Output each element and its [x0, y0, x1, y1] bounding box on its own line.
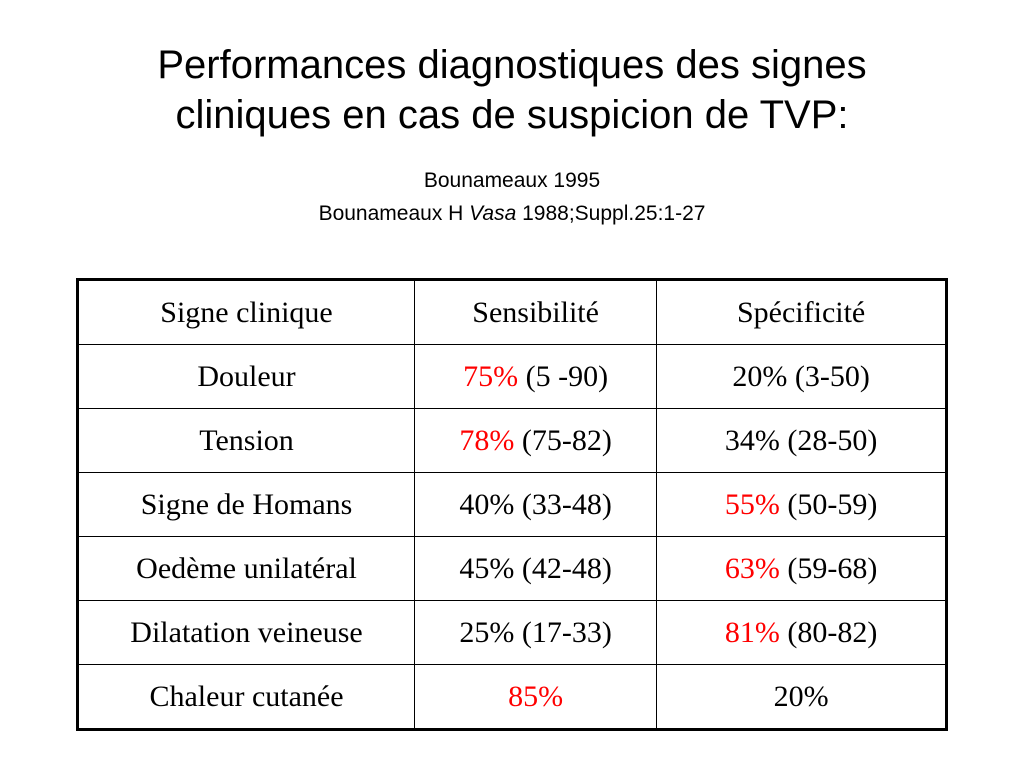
table-body: Douleur 75% (5 -90) 20% (3-50) Tension 78% (…: [76, 344, 947, 730]
sensitivity-range: (33-48): [521, 487, 612, 521]
title-line-2: cliniques en cas de suspicion de TVP:: [175, 93, 849, 137]
cell-sign: Chaleur cutanée: [76, 664, 416, 730]
cell-sensitivity: 85%: [414, 664, 658, 730]
specificity-range: (59-68): [787, 551, 878, 585]
specificity-value: 20%: [773, 679, 829, 713]
sensitivity-value: 40%: [459, 487, 515, 521]
table-row: Dilatation veineuse 25% (17-33) 81% (80-82…: [76, 600, 947, 665]
specificity-range: (50-59): [787, 487, 878, 521]
specificity-range: (3-50): [794, 359, 870, 393]
table-row: Tension 78% (75-82) 34% (28-50): [76, 408, 947, 473]
sensitivity-range: (5 -90): [525, 359, 609, 393]
source-ref: 1988;Suppl.25:1-27: [522, 202, 706, 225]
sensitivity-value: 78%: [459, 423, 515, 457]
cell-sign: Oedème unilatéral: [76, 536, 416, 601]
sensitivity-range: (17-33): [521, 615, 612, 649]
header-sign: Signe clinique: [76, 279, 416, 345]
source-line-2: Bounameaux H Vasa 1988;Suppl.25:1-27: [0, 197, 1024, 230]
specificity-value: 20%: [732, 359, 788, 393]
sensitivity-value: 75%: [463, 359, 519, 393]
sensitivity-range: (75-82): [521, 423, 612, 457]
source-line-1: Bounameaux 1995: [423, 169, 601, 192]
cell-sensitivity: 40% (33-48): [414, 472, 658, 537]
specificity-value: 55%: [724, 487, 780, 521]
cell-sign: Dilatation veineuse: [76, 600, 416, 665]
source-journal: Vasa: [469, 202, 517, 225]
diagnostic-table: Signe clinique Sensibilité Spécificité D…: [76, 278, 948, 731]
cell-sensitivity: 75% (5 -90): [414, 344, 658, 409]
table-row: Chaleur cutanée 85% 20%: [76, 664, 947, 730]
cell-sign: Tension: [76, 408, 416, 473]
cell-specificity: 55% (50-59): [656, 472, 947, 537]
sensitivity-range: (42-48): [521, 551, 612, 585]
header-sensitivity: Sensibilité: [414, 279, 658, 345]
header-specificity: Spécificité: [656, 279, 947, 345]
table-row: Douleur 75% (5 -90) 20% (3-50): [76, 344, 947, 409]
title-line-1: Performances diagnostiques des signes: [157, 43, 867, 87]
cell-specificity: 81% (80-82): [656, 600, 947, 665]
source-author: Bounameaux H: [318, 202, 464, 225]
source-citation: Bounameaux 1995 Bounameaux H Vasa 1988;S…: [0, 164, 1024, 230]
cell-specificity: 34% (28-50): [656, 408, 947, 473]
cell-sign: Douleur: [76, 344, 416, 409]
specificity-value: 34%: [724, 423, 780, 457]
cell-specificity: 20% (3-50): [656, 344, 947, 409]
cell-specificity: 20%: [656, 664, 947, 730]
cell-sensitivity: 78% (75-82): [414, 408, 658, 473]
specificity-value: 63%: [724, 551, 780, 585]
table-row: Signe de Homans 40% (33-48) 55% (50-59): [76, 472, 947, 537]
cell-sensitivity: 45% (42-48): [414, 536, 658, 601]
cell-sensitivity: 25% (17-33): [414, 600, 658, 665]
sensitivity-value: 85%: [508, 679, 564, 713]
page-title: Performances diagnostiques des signes cl…: [0, 40, 1024, 140]
specificity-value: 81%: [724, 615, 780, 649]
table-row: Oedème unilatéral 45% (42-48) 63% (59-68): [76, 536, 947, 601]
specificity-range: (28-50): [787, 423, 878, 457]
table-header-row: Signe clinique Sensibilité Spécificité: [76, 279, 947, 345]
sensitivity-value: 45%: [459, 551, 515, 585]
specificity-range: (80-82): [787, 615, 878, 649]
sensitivity-value: 25%: [459, 615, 515, 649]
cell-specificity: 63% (59-68): [656, 536, 947, 601]
cell-sign: Signe de Homans: [76, 472, 416, 537]
